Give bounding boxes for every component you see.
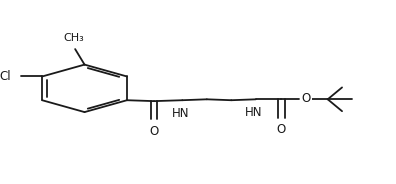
Text: O: O	[277, 123, 286, 136]
Text: Cl: Cl	[0, 70, 11, 83]
Text: HN: HN	[245, 106, 263, 119]
Text: O: O	[149, 125, 159, 137]
Text: CH₃: CH₃	[63, 33, 84, 43]
Text: HN: HN	[172, 107, 189, 120]
Text: O: O	[302, 92, 311, 105]
